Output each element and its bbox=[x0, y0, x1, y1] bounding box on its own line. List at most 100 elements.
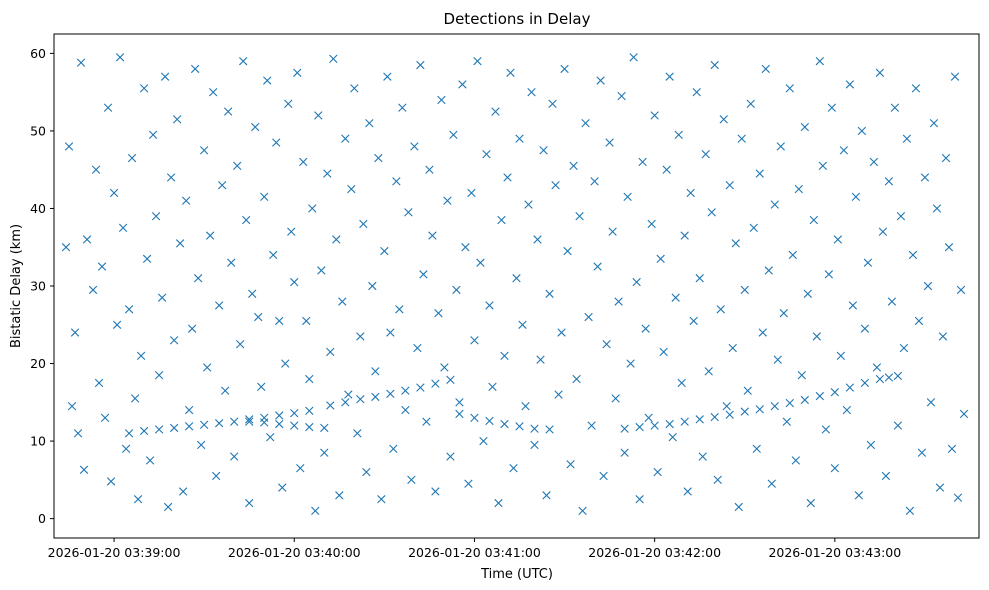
data-point-marker bbox=[557, 328, 566, 337]
data-point-marker bbox=[725, 410, 734, 419]
data-point-marker bbox=[500, 351, 509, 360]
data-point-marker bbox=[908, 250, 918, 260]
data-point-marker bbox=[374, 153, 383, 163]
data-point-marker bbox=[278, 483, 287, 492]
data-point-marker bbox=[449, 130, 458, 139]
data-point-marker bbox=[154, 425, 164, 434]
data-point-marker bbox=[410, 142, 419, 151]
data-point-marker bbox=[635, 422, 644, 432]
data-point-marker bbox=[220, 386, 230, 395]
data-point-marker bbox=[190, 64, 200, 74]
data-point-marker bbox=[386, 328, 395, 337]
data-point-marker bbox=[254, 312, 263, 322]
data-point-marker bbox=[722, 401, 731, 411]
data-point-marker bbox=[371, 392, 380, 402]
data-point-marker bbox=[452, 285, 461, 295]
data-point-marker bbox=[656, 254, 665, 264]
data-point-marker bbox=[725, 181, 734, 190]
data-point-marker bbox=[896, 212, 906, 221]
y-tick-label: 40 bbox=[30, 201, 46, 216]
data-point-marker bbox=[91, 165, 101, 174]
data-point-marker bbox=[704, 367, 713, 376]
data-point-marker bbox=[881, 471, 891, 481]
data-point-marker bbox=[178, 487, 188, 496]
data-point-marker bbox=[833, 235, 843, 244]
data-point-marker bbox=[563, 246, 572, 256]
data-point-marker bbox=[884, 177, 894, 186]
chart-title: Detections in Delay bbox=[444, 10, 591, 28]
data-point-marker bbox=[272, 138, 281, 147]
data-point-marker bbox=[323, 169, 332, 178]
data-point-marker bbox=[737, 134, 746, 143]
data-point-marker bbox=[581, 118, 590, 128]
data-point-marker bbox=[854, 491, 864, 500]
data-point-marker bbox=[899, 343, 909, 353]
data-point-marker bbox=[599, 471, 608, 481]
data-point-marker bbox=[797, 370, 806, 380]
data-point-marker bbox=[386, 389, 395, 398]
data-point-marker bbox=[302, 316, 311, 326]
data-point-marker bbox=[181, 196, 191, 205]
data-point-marker bbox=[839, 146, 849, 155]
data-point-marker bbox=[644, 413, 653, 423]
x-axis: 2026-01-20 03:39:00 2026-01-20 03:40:00 20… bbox=[48, 538, 901, 560]
data-point-marker bbox=[620, 424, 629, 433]
data-point-marker bbox=[626, 359, 635, 368]
data-point-marker bbox=[941, 153, 951, 163]
data-point-marker bbox=[812, 332, 822, 341]
data-point-marker bbox=[455, 398, 464, 407]
data-point-marker bbox=[398, 103, 407, 112]
data-point-marker bbox=[665, 419, 674, 429]
data-point-marker bbox=[770, 401, 779, 411]
data-point-marker bbox=[584, 312, 593, 322]
data-point-marker bbox=[593, 262, 602, 271]
data-point-marker bbox=[650, 111, 659, 120]
data-point-marker bbox=[461, 243, 470, 252]
data-point-marker bbox=[620, 448, 629, 457]
data-point-marker bbox=[214, 301, 224, 310]
data-point-marker bbox=[785, 398, 794, 408]
data-point-marker bbox=[473, 56, 482, 66]
data-point-marker bbox=[944, 243, 954, 252]
data-point-marker bbox=[317, 266, 326, 275]
data-point-marker bbox=[184, 405, 194, 415]
data-point-marker bbox=[632, 277, 641, 287]
data-point-marker bbox=[73, 429, 83, 438]
data-point-marker bbox=[299, 157, 308, 167]
data-point-marker bbox=[416, 60, 425, 70]
y-tick-label: 30 bbox=[30, 279, 46, 294]
data-point-marker bbox=[530, 424, 539, 433]
data-point-marker bbox=[61, 243, 71, 252]
data-point-marker bbox=[103, 103, 113, 112]
data-point-marker bbox=[124, 305, 134, 314]
data-point-marker bbox=[689, 316, 698, 326]
data-point-marker bbox=[551, 181, 560, 190]
data-point-marker bbox=[479, 436, 488, 446]
data-point-marker bbox=[686, 188, 695, 198]
y-tick-label: 50 bbox=[30, 123, 46, 138]
data-point-marker bbox=[758, 328, 767, 337]
data-point-marker bbox=[674, 130, 683, 139]
data-point-marker bbox=[214, 419, 224, 428]
data-point-marker bbox=[950, 72, 960, 81]
data-point-marker bbox=[275, 316, 284, 326]
data-point-marker bbox=[485, 301, 494, 310]
data-point-marker bbox=[830, 388, 840, 397]
data-point-marker bbox=[115, 53, 125, 62]
data-point-marker bbox=[863, 258, 873, 267]
data-point-marker bbox=[443, 196, 452, 205]
data-point-marker bbox=[815, 391, 825, 401]
data-point-marker bbox=[413, 343, 422, 353]
data-point-marker bbox=[776, 142, 785, 151]
data-point-marker bbox=[527, 87, 536, 97]
data-point-marker bbox=[401, 386, 410, 395]
x-tick-label: 2026-01-20 03:43:00 bbox=[768, 545, 901, 560]
data-point-marker bbox=[296, 464, 305, 473]
data-point-marker bbox=[809, 215, 819, 225]
data-point-marker bbox=[629, 53, 638, 62]
data-point-marker bbox=[100, 413, 110, 423]
data-point-marker bbox=[671, 293, 680, 302]
data-point-marker bbox=[746, 99, 755, 108]
data-point-marker bbox=[257, 382, 266, 391]
